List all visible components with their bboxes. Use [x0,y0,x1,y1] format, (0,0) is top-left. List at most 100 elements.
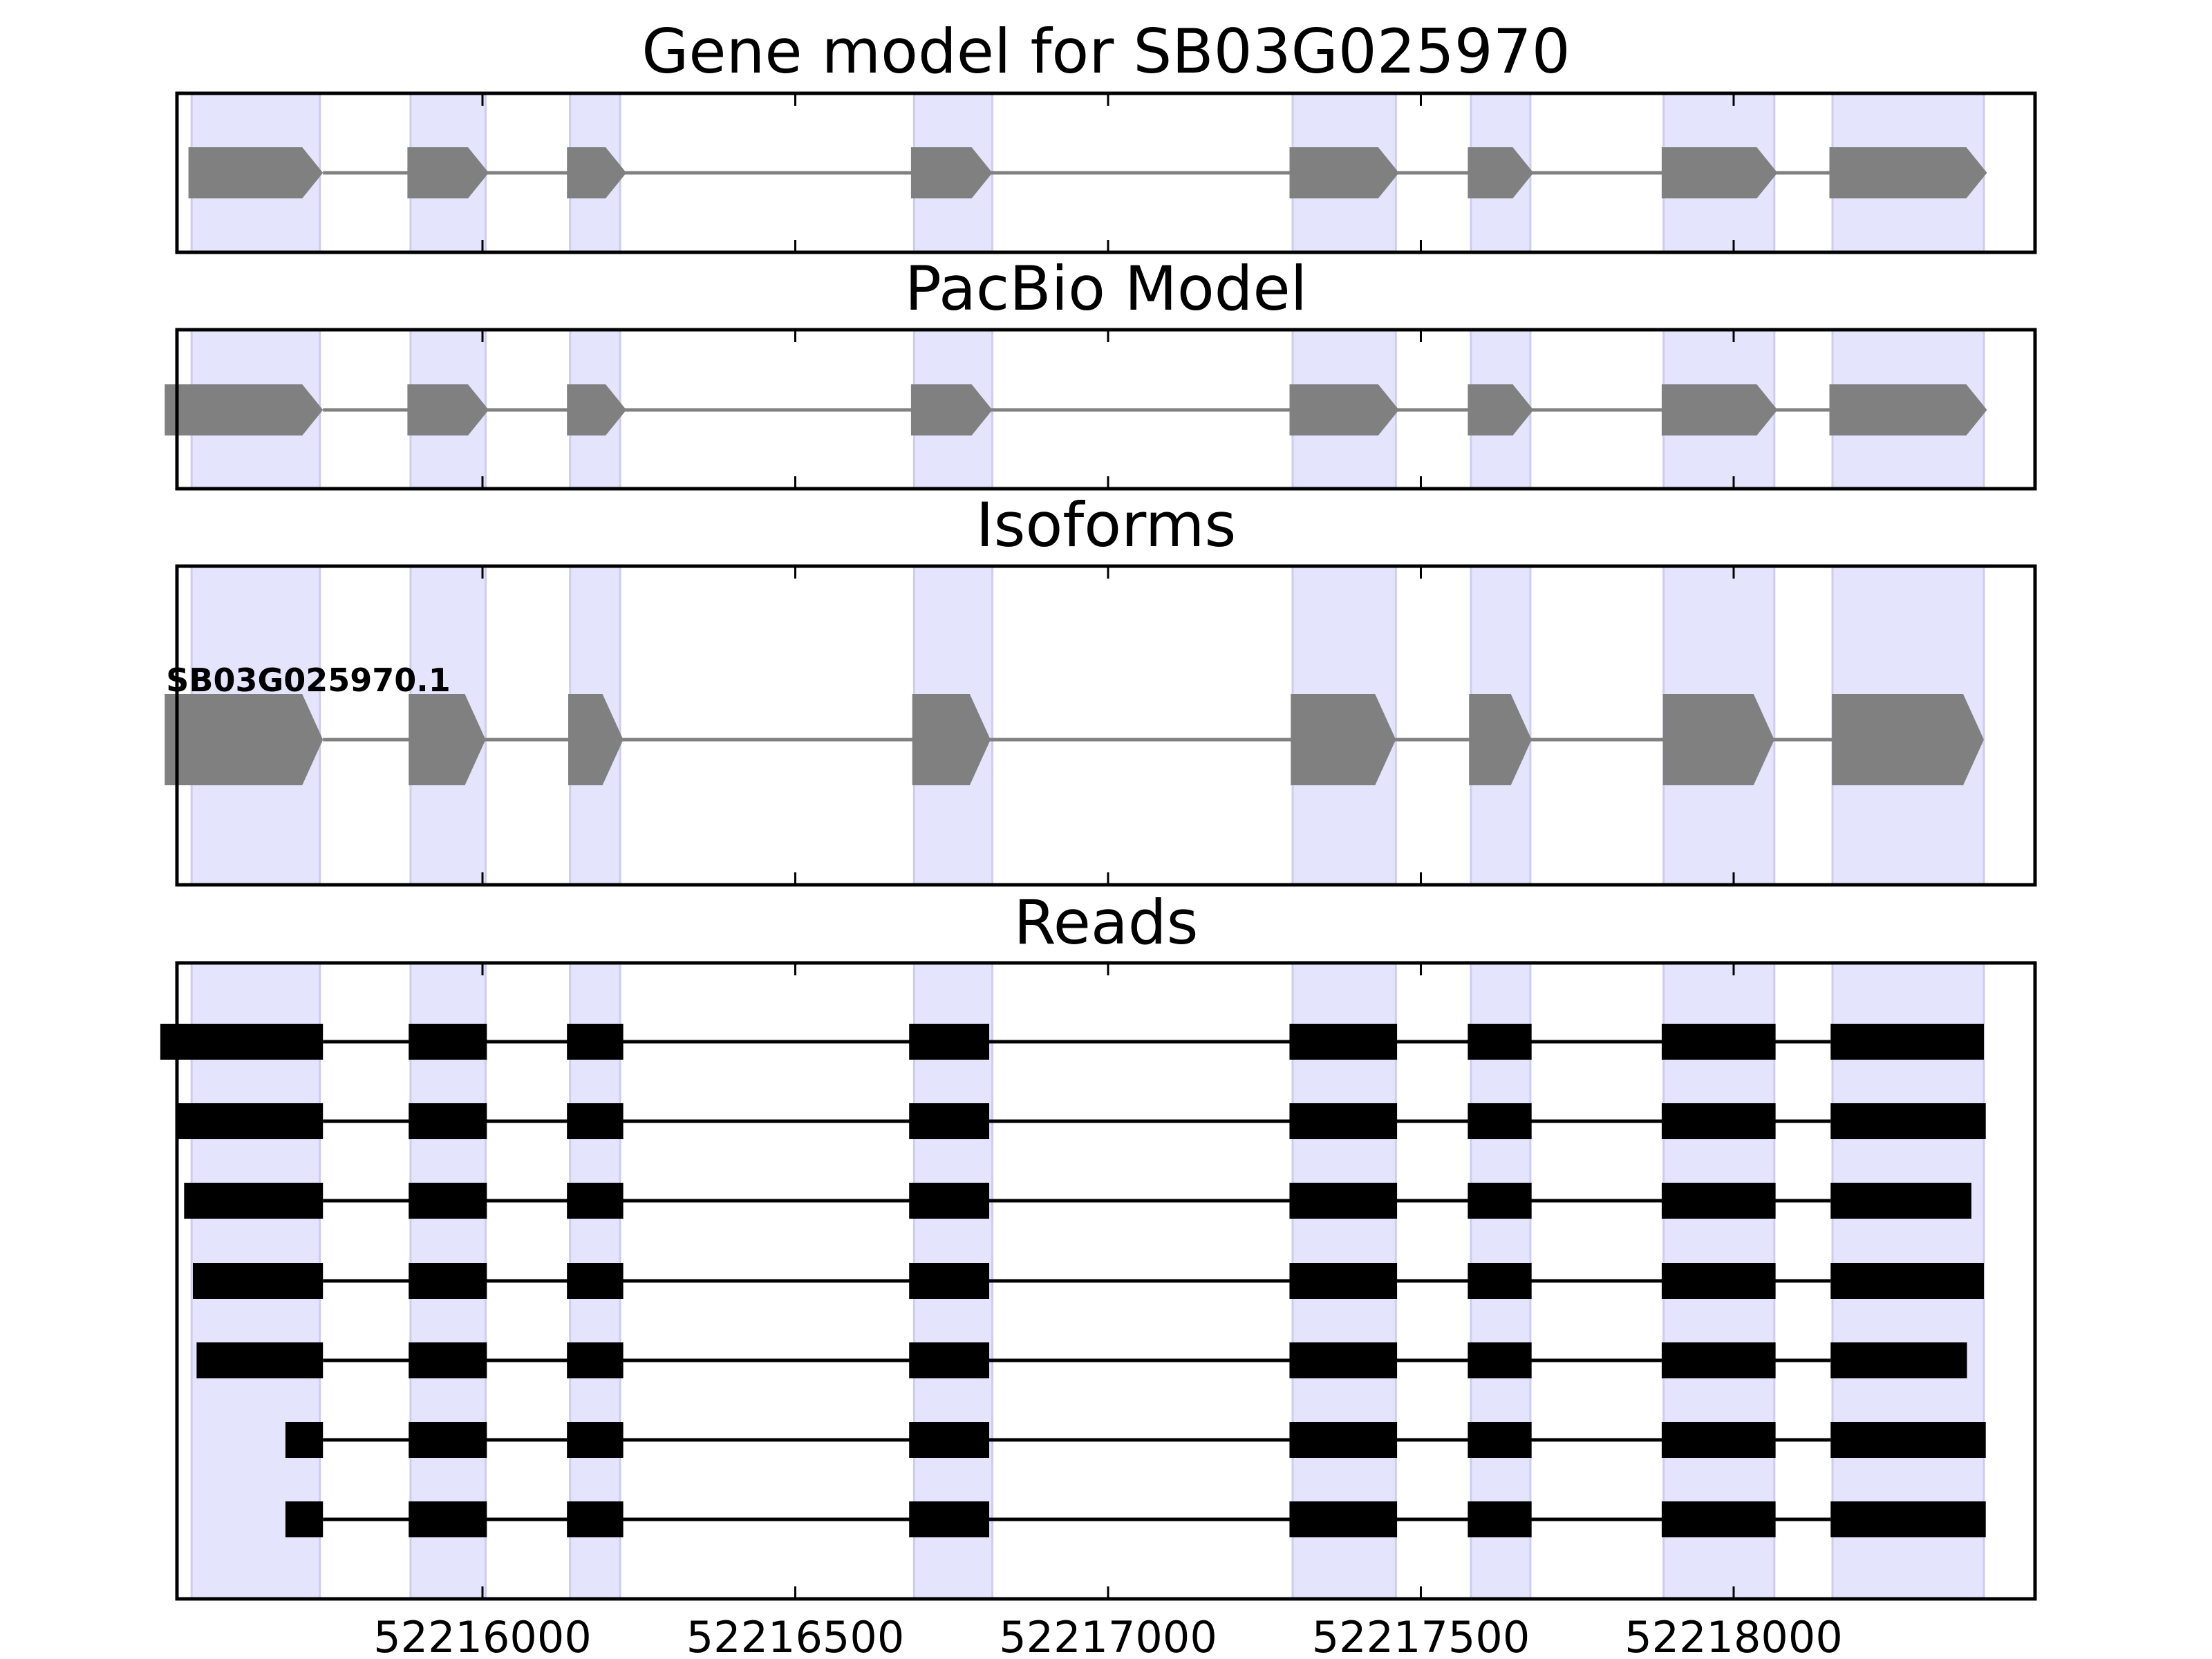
read-exon-block [409,1183,487,1219]
exon-arrow [1829,384,1987,435]
read-exon-block [1661,1501,1776,1537]
read-exon-block [567,1342,624,1378]
read-exon-block [567,1183,624,1219]
read-track [285,1422,1986,1458]
read-track [160,1024,1984,1060]
panel-reads: Reads [160,887,2037,1601]
read-exon-block [567,1103,624,1139]
read-exon-block [1289,1263,1398,1299]
read-exon-block [1289,1103,1398,1139]
read-exon-block [409,1024,487,1060]
read-exon-block [1289,1501,1398,1537]
x-axis-tick-labels: 52216000 52216500 52217000 52217500 52218000 [373,1612,1843,1659]
read-exon-block [909,1501,990,1537]
pacbio_model-frame [175,328,2037,491]
read-exon-block [909,1422,990,1458]
panel-gene-model: Gene model for SB03G025970 [175,16,2037,254]
read-exon-block [1468,1183,1532,1219]
x-tick-label: 52217000 [999,1612,1217,1659]
transcript-track [165,384,1987,435]
reads-frame [175,961,2037,1601]
read-exon-block [1661,1103,1776,1139]
exon-arrow [407,384,489,435]
exon-arrow [1469,694,1532,785]
x-tick-label: 52216500 [686,1612,905,1659]
pacbio-model-title: PacBio Model [905,253,1307,324]
exon-arrow [567,384,627,435]
read-exon-block [196,1342,324,1378]
read-exon-block [1830,1342,1967,1378]
isoform-label: SB03G025970.1 [166,662,450,699]
read-exon-block [1661,1024,1776,1060]
transcript-track [188,147,1987,198]
gene-model-plot [175,91,2037,254]
read-exon-block [909,1263,990,1299]
read-exon-block [567,1263,624,1299]
reads-plot [160,961,2037,1601]
read-exon-block [1830,1103,1986,1139]
read-exon-block [909,1183,990,1219]
read-exon-block [1289,1342,1398,1378]
read-exon-block [409,1263,487,1299]
pacbio-model-plot [165,328,2037,491]
read-track [285,1501,1986,1537]
read-exon-block [567,1024,624,1060]
read-exon-block [1468,1103,1532,1139]
read-exon-block [1661,1342,1776,1378]
read-exon-block [1289,1024,1398,1060]
read-exon-block [285,1501,324,1537]
read-exon-block [1289,1183,1398,1219]
read-exon-block [909,1103,990,1139]
read-exon-block [1468,1263,1532,1299]
read-exon-block [160,1024,324,1060]
read-exon-block [1661,1422,1776,1458]
read-exon-block [1468,1501,1532,1537]
exon-arrow [165,384,324,435]
read-exon-block [1830,1183,1971,1219]
read-exon-block [409,1422,487,1458]
read-exon-block [184,1183,324,1219]
x-tick-label: 52218000 [1624,1612,1843,1659]
read-exon-block [1830,1422,1986,1458]
exon-arrow [1662,694,1774,785]
exon-arrow [188,147,324,198]
read-exon-block [567,1501,624,1537]
read-exon-block [1661,1263,1776,1299]
x-tick-label: 52217500 [1312,1612,1530,1659]
isoforms-plot: SB03G025970.1 [165,564,2037,887]
read-exon-block [1830,1024,1984,1060]
reads-title: Reads [1014,887,1199,958]
read-exon-block [1468,1024,1532,1060]
exon-arrow [409,694,486,785]
read-exon-block [1830,1501,1986,1537]
exon-arrow [567,147,627,198]
read-track [196,1342,1967,1378]
gene_model-frame [175,91,2037,254]
exon-arrow [910,147,993,198]
exon-arrow [568,694,624,785]
read-track [192,1263,1984,1299]
read-track [184,1183,1971,1219]
exon-arrow [912,694,991,785]
exon-arrow [1661,384,1778,435]
read-exon-block [1468,1422,1532,1458]
exon-arrow [1829,147,1987,198]
read-exon-block [409,1342,487,1378]
read-exon-block [1661,1183,1776,1219]
exon-arrow [1291,694,1396,785]
exon-arrow [1468,147,1534,198]
read-exon-block [567,1422,624,1458]
exon-arrow [165,694,324,785]
isoforms-title: Isoforms [976,489,1237,561]
read-exon-block [285,1422,324,1458]
read-exon-block [178,1103,324,1139]
read-exon-block [1468,1342,1532,1378]
exon-arrow [1832,694,1984,785]
exon-arrow [1289,384,1399,435]
gene-model-title: Gene model for SB03G025970 [641,16,1571,87]
read-exon-block [192,1263,324,1299]
exon-arrow [1661,147,1778,198]
read-exon-block [1289,1422,1398,1458]
isoforms-frame [175,564,2037,887]
